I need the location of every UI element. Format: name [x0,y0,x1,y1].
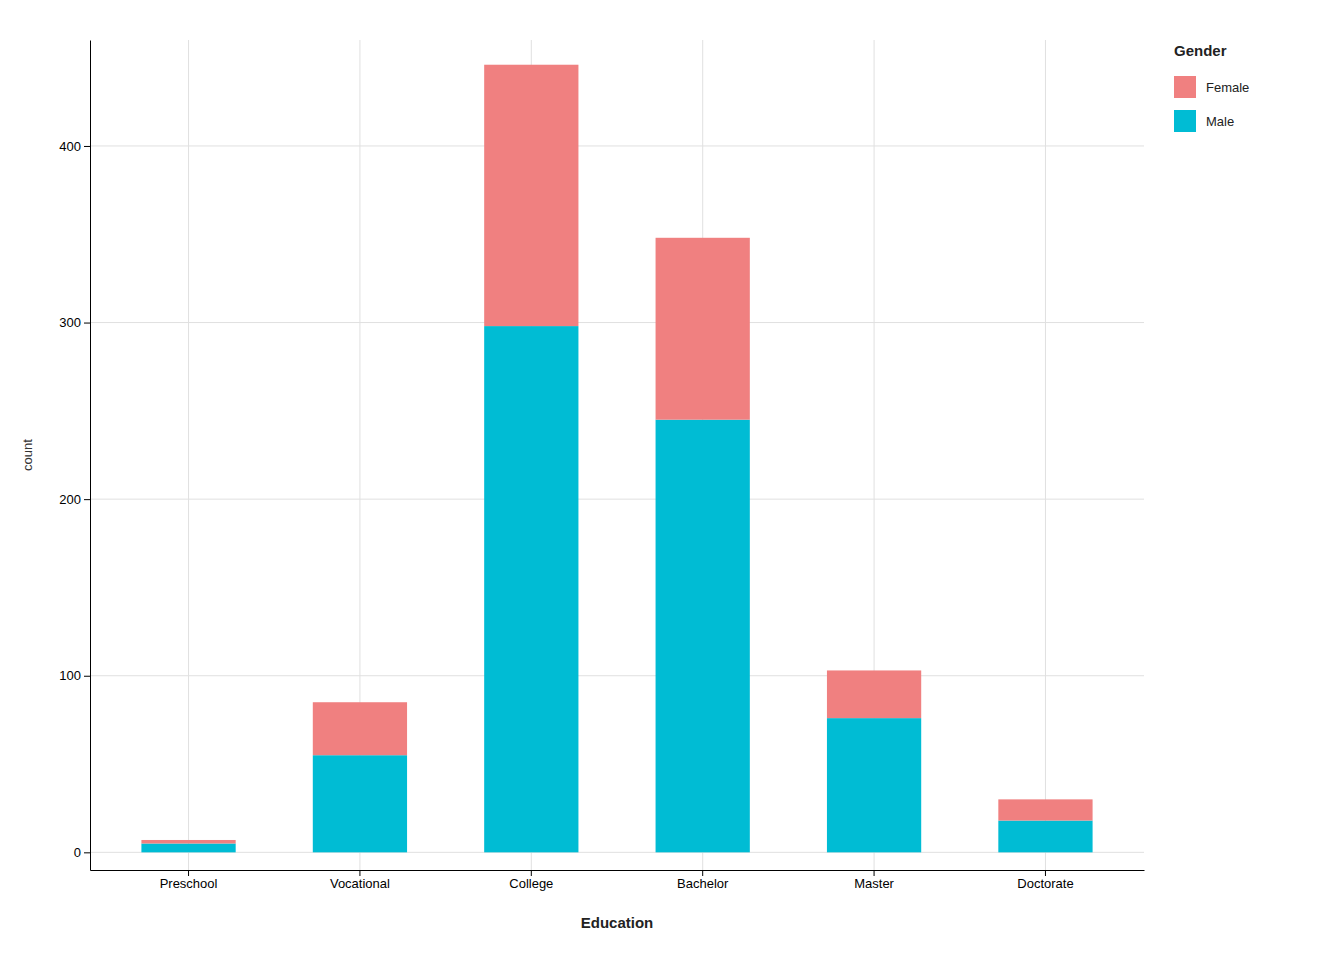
y-tick-mark [84,499,90,500]
y-tick: 200 [59,492,90,507]
y-axis: 0 100 200 300 400 [59,41,90,871]
bar-segment [656,238,750,420]
grid [90,40,1144,870]
bar-segment [141,840,235,844]
x-tick: Preschool [160,870,218,891]
x-tick: Bachelor [677,870,729,891]
y-tick: 400 [59,139,90,154]
x-tick: Vocational [330,870,390,891]
bar-segment [313,702,407,755]
x-tick-label: Master [854,876,894,891]
bars [141,65,1092,853]
y-tick-label: 200 [59,492,81,507]
x-axis-title: Education [581,914,654,931]
x-axis-line [91,870,1145,871]
y-grid-line [90,675,1144,676]
y-tick-mark [84,852,90,853]
x-tick-label: College [509,876,553,891]
y-tick-label: 100 [59,668,81,683]
bar-segment [313,755,407,852]
y-tick-label: 300 [59,315,81,330]
bar-segment [827,670,921,718]
x-tick-mark [874,870,875,876]
y-axis-line [90,41,91,871]
y-tick-label: 400 [59,139,81,154]
x-axis: Preschool Vocational College Bachelor Master… [91,870,1145,891]
x-tick-label: Preschool [160,876,218,891]
y-tick: 100 [59,668,90,683]
legend-swatch [1174,110,1196,132]
x-tick-mark [188,870,189,876]
x-tick: College [509,870,553,891]
legend-label: Female [1206,80,1249,95]
bar-segment [827,718,921,852]
bar-segment [484,65,578,326]
y-tick: 300 [59,315,90,330]
y-grid-line [90,852,1144,853]
x-tick-label: Bachelor [677,876,729,891]
bar-segment [998,799,1092,820]
legend-item: Male [1174,110,1234,132]
series [141,65,1092,844]
plot: 0 100 200 300 400 Preschool Vocational College B… [20,40,1145,931]
y-tick-mark [84,676,90,677]
legend-title: Gender [1174,42,1227,59]
bar-segment [998,821,1092,853]
bar-segment [141,844,235,853]
legend-swatch [1174,76,1196,98]
x-tick-label: Vocational [330,876,390,891]
chart: 0 100 200 300 400 Preschool Vocational College B… [0,0,1344,960]
legend: Gender Female Male [1174,42,1249,132]
y-tick-label: 0 [74,845,81,860]
y-grid-line [90,322,1144,323]
y-axis-title: count [20,439,35,471]
y-tick-mark [84,146,90,147]
legend-label: Male [1206,114,1234,129]
x-tick-mark [531,870,532,876]
bar-segment [656,420,750,853]
y-tick-mark [84,323,90,324]
x-tick-label: Doctorate [1017,876,1073,891]
series [141,326,1092,852]
x-tick: Master [854,870,894,891]
x-grid-line [1045,40,1046,870]
bar-segment [484,326,578,852]
x-tick: Doctorate [1017,870,1073,891]
y-grid-line [90,499,1144,500]
x-tick-mark [359,870,360,876]
x-grid-line [188,40,189,870]
y-grid-line [90,145,1144,146]
x-tick-mark [1045,870,1046,876]
x-tick-mark [702,870,703,876]
y-tick: 0 [74,845,90,860]
legend-item: Female [1174,76,1249,98]
